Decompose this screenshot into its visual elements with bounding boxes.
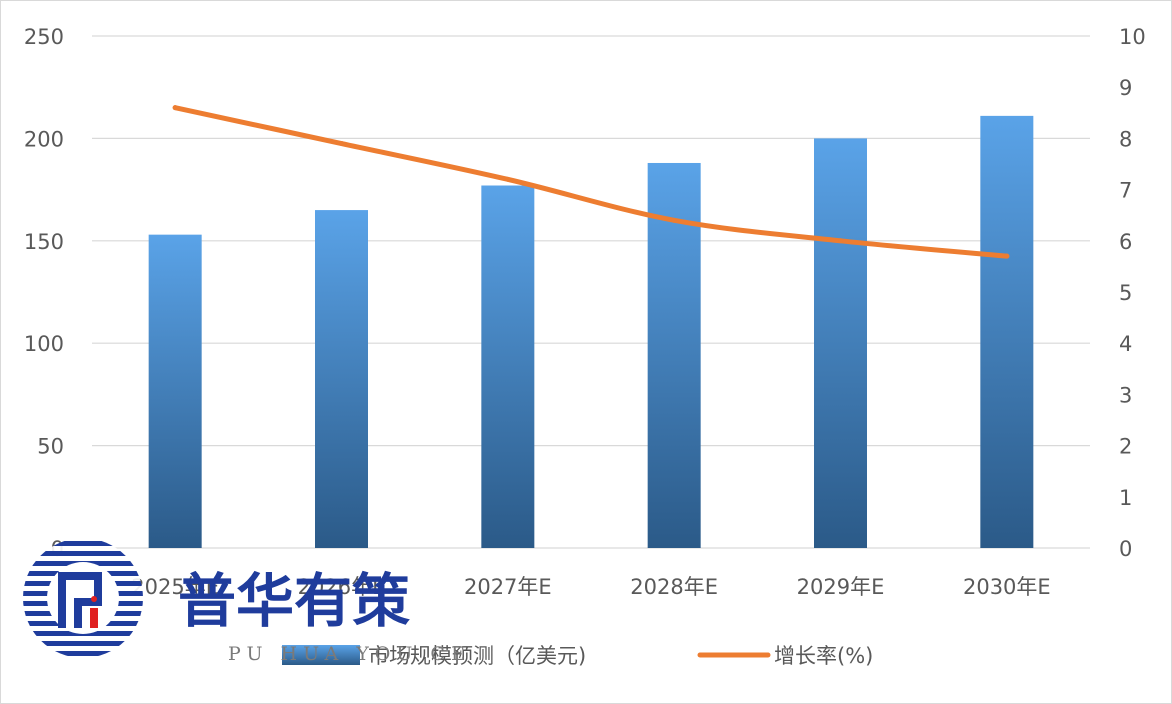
y-left-tick: 250 <box>24 25 64 49</box>
logo-text: 普华有策 <box>178 567 410 635</box>
bar-4 <box>647 162 701 548</box>
y-right-tick: 5 <box>1119 281 1132 305</box>
bar-6 <box>980 115 1034 548</box>
bar-1 <box>148 234 202 548</box>
y-right-tick: 6 <box>1119 230 1132 254</box>
y-right-tick: 8 <box>1119 127 1132 151</box>
growth-rate-line <box>172 105 1010 259</box>
legend: 市场规模预测（亿美元) 增长率(%) <box>282 644 873 668</box>
bar-3 <box>481 185 535 548</box>
line-point-3 <box>505 176 511 182</box>
logo-emblem <box>23 538 143 658</box>
line-series <box>172 105 1010 259</box>
legend-label-bar: 市场规模预测（亿美元) <box>368 644 586 668</box>
y-right-tick: 7 <box>1119 179 1132 203</box>
line-point-2 <box>339 141 344 147</box>
y-right-tick: 0 <box>1119 537 1132 561</box>
x-tick: 2029年E <box>797 575 885 599</box>
legend-swatch-bar <box>282 645 360 665</box>
y-right-tick: 4 <box>1119 332 1132 356</box>
line-point-4 <box>671 217 677 223</box>
y-left-tick: 50 <box>37 435 64 459</box>
y-right-tick-labels: 0 1 2 3 4 5 6 7 8 9 10 <box>1119 25 1146 561</box>
y-right-tick: 10 <box>1119 25 1146 49</box>
y-right-tick: 1 <box>1119 486 1132 510</box>
y-right-tick: 9 <box>1119 76 1132 100</box>
x-tick: 2030年E <box>963 575 1051 599</box>
line-point-6 <box>1004 253 1010 259</box>
y-right-tick: 3 <box>1119 383 1132 407</box>
bar-5 <box>814 138 867 548</box>
x-tick-labels: 2025年E 2026年E 2027年E 2028年E 2029年E 2030年E <box>131 575 1050 599</box>
watermark-logo: 普华有策 PU HUA YOU CE <box>23 538 471 665</box>
y-left-tick: 200 <box>24 127 64 151</box>
y-left-tick-labels: 050100150200250 <box>24 25 64 561</box>
legend-label-line: 增长率(%) <box>774 644 873 668</box>
gridlines <box>92 35 1090 549</box>
y-left-tick: 150 <box>24 230 64 254</box>
line-point-5 <box>838 238 843 244</box>
x-tick: 2026年E <box>298 575 386 599</box>
x-tick: 2028年E <box>630 575 718 599</box>
x-tick: 2027年E <box>464 575 552 599</box>
line-point-1 <box>172 105 178 111</box>
bar-series <box>148 115 1034 548</box>
x-tick: 2025年E <box>131 575 219 599</box>
logo-subtext: PU HUA YOU CE <box>228 643 471 665</box>
y-right-tick: 2 <box>1119 435 1132 459</box>
y-left-tick: 100 <box>24 332 64 356</box>
bar-2 <box>315 210 368 548</box>
